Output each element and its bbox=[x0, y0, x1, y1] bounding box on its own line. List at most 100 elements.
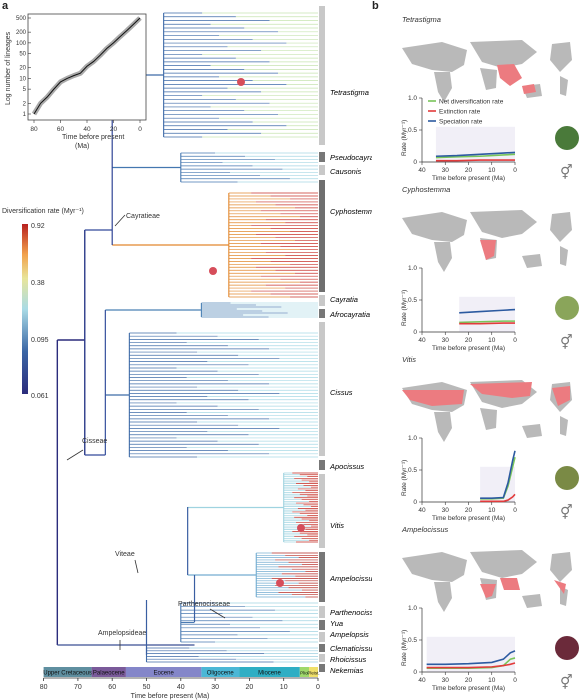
rate-xtick-label: 20 bbox=[465, 337, 473, 344]
map-land bbox=[434, 242, 452, 272]
time-tick-label: 60 bbox=[108, 684, 116, 691]
rate-xlabel: Time before present (Ma) bbox=[432, 515, 505, 522]
map-land bbox=[522, 254, 542, 268]
map-range bbox=[470, 382, 532, 398]
rate-xtick-label: 20 bbox=[465, 507, 473, 514]
rate-line-speciation bbox=[459, 308, 516, 314]
tribe-labels: Cayratieae Cisseae Viteae Parthenocisseae Am… bbox=[66, 213, 230, 650]
clade-bar bbox=[319, 620, 325, 630]
clade-bar bbox=[319, 654, 325, 662]
epoch-band bbox=[91, 667, 126, 677]
map-land bbox=[560, 246, 568, 266]
colorbar-gradient bbox=[22, 224, 28, 394]
inset-ytick-label: 500 bbox=[16, 16, 27, 22]
epoch-band bbox=[239, 667, 300, 677]
epoch-label: Eocene bbox=[153, 671, 174, 677]
time-tick-label: 20 bbox=[246, 684, 254, 691]
map-land bbox=[402, 552, 467, 582]
epoch-band bbox=[125, 667, 202, 677]
clade-label: Yua bbox=[330, 619, 343, 628]
sex-symbol: ⚥ bbox=[560, 504, 573, 520]
map-range bbox=[552, 386, 570, 406]
map-land bbox=[522, 594, 542, 608]
clade-label: Cyphostemma bbox=[330, 207, 372, 216]
rate-xtick-label: 0 bbox=[513, 337, 517, 344]
clade-bar bbox=[319, 460, 325, 470]
rate-ytick-label: 0 bbox=[413, 499, 417, 506]
clade-label: Ampelopsis bbox=[329, 630, 369, 639]
tribe-pointer bbox=[114, 214, 126, 227]
rate-xlabel: Time before present (Ma) bbox=[432, 175, 505, 182]
colorbar-tick: 0.38 bbox=[31, 280, 45, 287]
inset-xtick-label: 0 bbox=[138, 126, 142, 133]
rate-uncertainty bbox=[459, 296, 515, 332]
rate-line-extinction bbox=[459, 322, 515, 325]
tribe-label: Viteae bbox=[115, 551, 135, 558]
rate-xtick-label: 20 bbox=[465, 167, 473, 174]
clade-bar bbox=[319, 632, 325, 642]
clade-bar bbox=[319, 664, 325, 672]
legend-label: Net diversification rate bbox=[439, 99, 504, 106]
world-map bbox=[402, 380, 572, 442]
panel-a-label: a bbox=[2, 0, 9, 12]
clade-bar bbox=[319, 606, 325, 618]
ltt-line bbox=[33, 17, 141, 115]
world-map bbox=[402, 40, 572, 102]
tribe-pointer bbox=[209, 608, 226, 619]
epoch-band bbox=[43, 667, 92, 677]
rate-ytick-label: 0 bbox=[413, 329, 417, 336]
clade-bar bbox=[319, 322, 325, 456]
panel-b-label: b bbox=[372, 0, 379, 12]
rate-line-net bbox=[435, 153, 516, 159]
rate-xlabel: Time before present (Ma) bbox=[432, 345, 505, 352]
epoch-band bbox=[201, 667, 240, 677]
inset-xtick-label: 80 bbox=[30, 126, 38, 133]
clade-bar bbox=[319, 180, 325, 292]
sex-symbol: ⚥ bbox=[560, 164, 573, 180]
rate-xtick-label: 0 bbox=[513, 507, 517, 514]
rate-shift-dot bbox=[297, 524, 305, 532]
rate-xtick-label: 40 bbox=[418, 167, 426, 174]
phylogenetic-tree bbox=[56, 12, 318, 663]
inset-ytick-label: 1 bbox=[23, 112, 27, 118]
map-land bbox=[470, 40, 537, 68]
map-range bbox=[522, 84, 536, 94]
rate-shift-dot bbox=[276, 579, 284, 587]
row-title: Cyphostemma bbox=[402, 185, 450, 194]
legend-label: Speciation rate bbox=[439, 119, 483, 126]
tribe-label: Cayratieae bbox=[126, 213, 160, 220]
rate-ytick-label: 0.5 bbox=[408, 127, 417, 134]
inset-ytick-label: 10 bbox=[19, 76, 26, 82]
map-land bbox=[522, 424, 542, 438]
rate-ytick-label: 1.0 bbox=[408, 265, 417, 272]
clade-label: Cayratia bbox=[330, 295, 358, 304]
rate-xlabel: Time before present (Ma) bbox=[432, 685, 505, 692]
map-range bbox=[497, 64, 522, 86]
rate-shift-dot bbox=[209, 267, 217, 275]
geologic-timescale: Upper Cretaceous Palaeocene Eocene Oligocen… bbox=[40, 667, 320, 700]
sex-symbol: ⚥ bbox=[560, 674, 573, 690]
clade-label: Pseudocayratia bbox=[330, 153, 372, 162]
phylogeny-panel: Cayratieae Cisseae Viteae Parthenocisseae Am… bbox=[2, 6, 372, 700]
rate-xtick-label: 0 bbox=[513, 677, 517, 684]
inset-ytick-label: 50 bbox=[19, 52, 26, 58]
epoch-label: Miocene bbox=[258, 671, 281, 677]
rate-xtick-label: 20 bbox=[465, 677, 473, 684]
clade-bar bbox=[319, 165, 325, 175]
rate-xtick-label: 0 bbox=[513, 167, 517, 174]
colorbar-tick: 0.061 bbox=[31, 393, 49, 400]
map-land bbox=[402, 42, 467, 72]
inset-ytick-label: 200 bbox=[16, 30, 27, 36]
rate-xtick-label: 30 bbox=[442, 337, 450, 344]
flower-photo bbox=[555, 126, 579, 150]
epoch-label: Plio. bbox=[300, 671, 309, 676]
clade-bar bbox=[319, 644, 325, 652]
rate-xtick-label: 40 bbox=[418, 507, 426, 514]
rate-xtick-label: 40 bbox=[418, 337, 426, 344]
colorbar-title: Diversification rate (Myr⁻¹) bbox=[2, 208, 84, 215]
rate-line-speciation bbox=[435, 151, 516, 158]
map-land bbox=[550, 212, 572, 242]
rate-xtick-label: 30 bbox=[442, 507, 450, 514]
